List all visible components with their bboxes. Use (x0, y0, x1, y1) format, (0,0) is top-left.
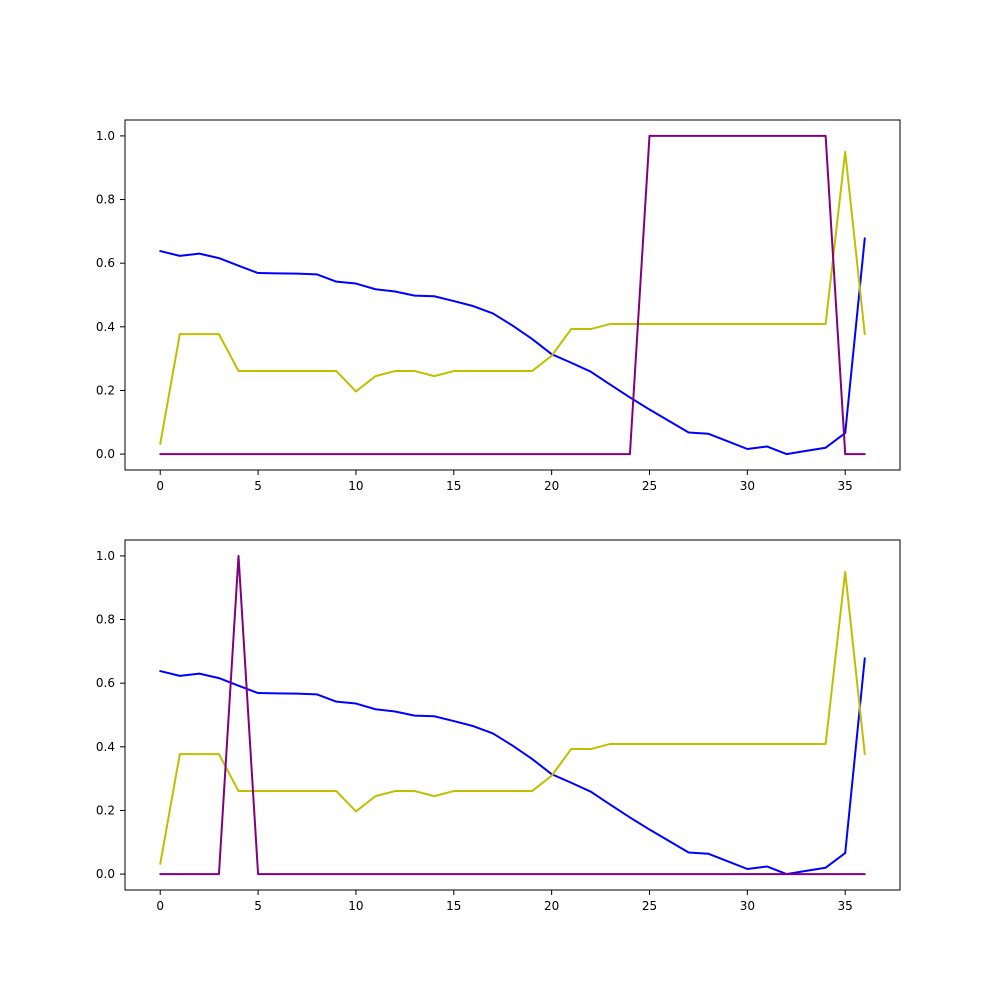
y-tick-label: 0.2 (96, 383, 115, 397)
x-tick-label: 30 (740, 899, 755, 913)
y-tick-label: 0.2 (96, 803, 115, 817)
x-tick-label: 35 (838, 899, 853, 913)
x-tick-label: 0 (156, 899, 164, 913)
x-tick-label: 10 (348, 479, 363, 493)
y-tick-label: 0.4 (96, 740, 115, 754)
subplot-2: 0 5 10 15 20 25 30 35 0.0 0.2 0.4 0.6 0.8 1.0 (96, 539, 901, 913)
x-tick-label: 20 (544, 899, 559, 913)
y-tick-label: 0.0 (96, 447, 115, 461)
plot-frame (124, 119, 901, 471)
x-tick-label: 35 (838, 479, 853, 493)
x-tick-label: 10 (348, 899, 363, 913)
x-tick-label: 15 (446, 899, 461, 913)
series-line-2 (159, 150, 866, 445)
y-tick-label: 0.8 (96, 613, 115, 627)
series-line-3 (159, 134, 866, 456)
series-group (159, 134, 866, 456)
subplot-1: 0 5 10 15 20 25 30 35 0.0 0.2 0.4 0.6 0.8 1.0 (96, 119, 901, 493)
x-tick-label: 25 (642, 899, 657, 913)
y-tick-label: 1.0 (96, 129, 115, 143)
y-tick-label: 0.4 (96, 320, 115, 334)
series-line-2 (159, 570, 866, 865)
y-tick-label: 0.6 (96, 676, 115, 690)
plot-frame (124, 539, 901, 891)
x-tick-label: 25 (642, 479, 657, 493)
x-tick-label: 30 (740, 479, 755, 493)
x-tick-label: 0 (156, 479, 164, 493)
y-tick-label: 0.6 (96, 256, 115, 270)
series-line-3 (159, 554, 866, 876)
series-line-1 (159, 657, 866, 876)
series-line-1 (159, 237, 866, 456)
x-tick-label: 15 (446, 479, 461, 493)
y-tick-label: 0.0 (96, 867, 115, 881)
x-tick-label: 5 (254, 899, 262, 913)
x-tick-label: 20 (544, 479, 559, 493)
x-tick-label: 5 (254, 479, 262, 493)
series-group (159, 554, 866, 876)
y-tick-label: 1.0 (96, 549, 115, 563)
y-tick-label: 0.8 (96, 193, 115, 207)
